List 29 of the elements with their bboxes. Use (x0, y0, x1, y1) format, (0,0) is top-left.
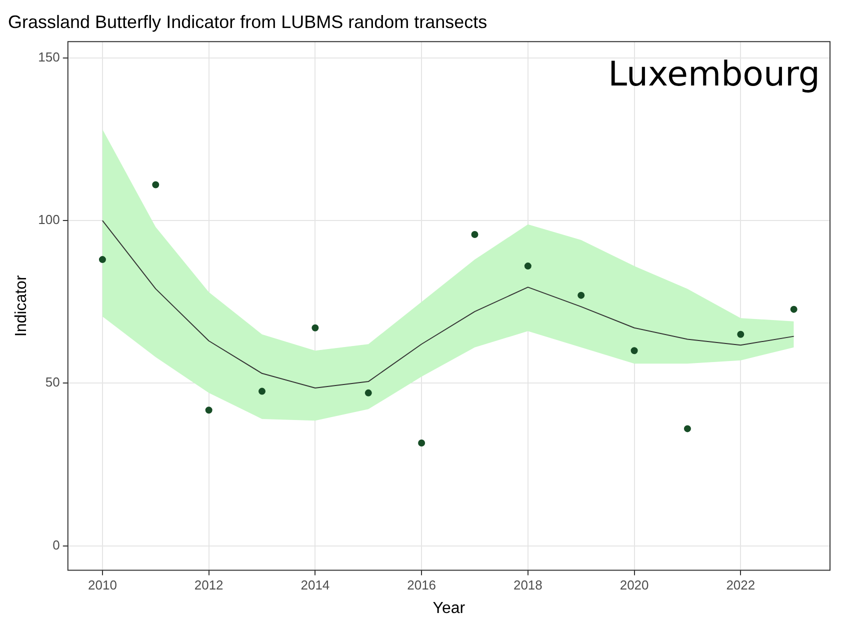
point (98, 256, 106, 264)
point (790, 306, 798, 313)
x-tick-label: 2016 (407, 578, 436, 593)
x-axis-title: Year (432, 600, 466, 617)
x-tick-label: 2022 (726, 578, 756, 593)
x-tick-label: 2018 (513, 578, 542, 593)
point (152, 181, 160, 188)
y-tick-label: 100 (38, 212, 60, 228)
x-tick-label: 2014 (300, 578, 330, 593)
point (205, 406, 212, 414)
point (737, 330, 744, 338)
point (524, 262, 532, 270)
point (418, 440, 426, 447)
point (471, 231, 478, 238)
y-tick-label: 50 (45, 374, 60, 390)
x-tick-label: 2012 (194, 578, 224, 593)
y-tick-label: 150 (38, 49, 60, 64)
point (258, 388, 266, 395)
x-tick-label: 2020 (620, 578, 649, 593)
point (630, 347, 638, 354)
point (578, 292, 585, 299)
chart-title: Grassland Butterfly Indicator from LUBMS random transects (8, 12, 488, 32)
x-tick-label: 2010 (88, 578, 117, 593)
point (312, 324, 319, 332)
y-axis-title: Indicator (13, 274, 30, 337)
annotation: Luxembourg (608, 54, 820, 94)
point (684, 425, 691, 432)
point (364, 389, 372, 396)
y-tick-label: 0 (52, 537, 60, 552)
